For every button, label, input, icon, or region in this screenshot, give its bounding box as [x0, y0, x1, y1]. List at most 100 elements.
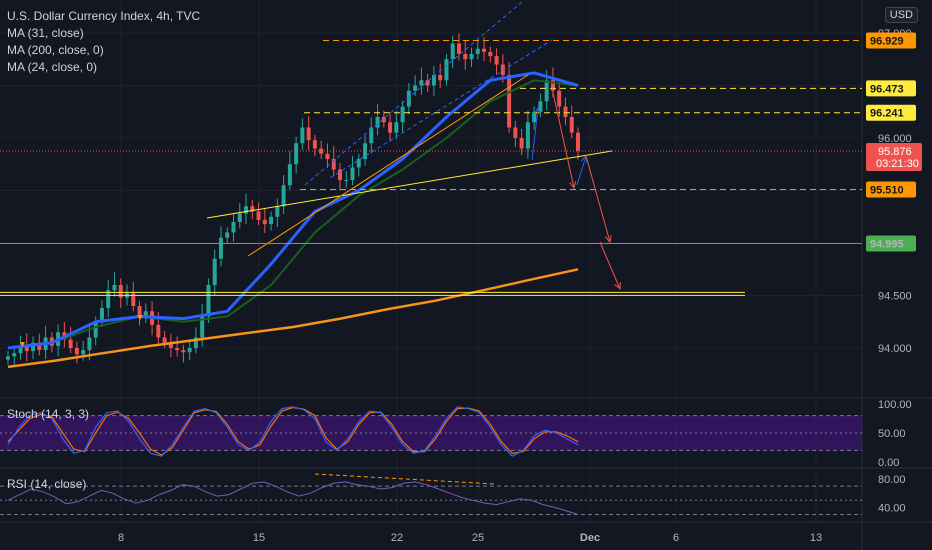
projection-arrow-head	[614, 281, 621, 291]
price-label-box	[866, 235, 916, 252]
stoch-tick-label: 0.00	[878, 457, 899, 469]
candle-body	[287, 164, 292, 186]
candle-body	[425, 80, 430, 86]
channel-lower	[329, 39, 553, 179]
candle-body	[400, 106, 405, 123]
candle-body	[12, 353, 17, 357]
price-label-box	[866, 32, 916, 49]
candle-body	[168, 342, 173, 348]
candle-body	[475, 48, 480, 54]
candle-body	[488, 51, 493, 57]
trendline-support	[206, 150, 613, 219]
channel-upper	[304, 1, 523, 186]
legend-ma31[interactable]: MA (31, close)	[7, 26, 84, 40]
stoch-tick-label: 50.00	[878, 428, 906, 440]
candle-body	[156, 324, 161, 338]
projection-arrow-head	[604, 235, 612, 244]
current-price-box	[866, 143, 922, 172]
candle-body	[550, 80, 555, 91]
candle-body	[74, 348, 79, 355]
candle-body	[413, 85, 418, 91]
candle-body	[419, 80, 424, 86]
time-tick-label: 22	[391, 532, 403, 544]
price-label: 96.241	[870, 108, 904, 120]
candle-body	[532, 111, 537, 123]
price-tick-label: 94.000	[878, 343, 912, 355]
rsi-line	[7, 481, 579, 515]
candle-body	[175, 348, 180, 351]
signal-marker	[20, 342, 25, 347]
candle-body	[24, 345, 29, 352]
currency-button[interactable]: USD	[884, 7, 918, 23]
rsi-label[interactable]: RSI (14, close)	[7, 477, 87, 491]
time-tick-label: 25	[472, 532, 484, 544]
candle-body	[507, 75, 512, 128]
candle-body	[337, 169, 342, 180]
price-label-box	[866, 181, 916, 198]
candle-body	[363, 143, 368, 159]
candle-body	[162, 337, 167, 343]
candle-body	[375, 117, 380, 128]
price-tick-label: 94.500	[878, 291, 912, 303]
candle-body	[312, 140, 317, 149]
countdown-label: 03:21:30	[876, 158, 919, 170]
rsi-divergence-line	[314, 473, 496, 485]
rsi-tick-label: 80.00	[878, 474, 906, 486]
candle-body	[350, 167, 355, 180]
candle-body	[456, 43, 461, 54]
ma31-line	[7, 71, 579, 350]
candle-body	[538, 101, 543, 112]
candle-body	[118, 285, 123, 298]
candle-body	[37, 342, 42, 351]
stoch-label[interactable]: Stoch (14, 3, 3)	[7, 407, 90, 421]
candle-body	[218, 237, 223, 259]
candle-body	[544, 80, 549, 102]
candle-body	[193, 337, 198, 348]
stoch-tick-label: 100.00	[878, 399, 912, 411]
candle-body	[143, 311, 148, 317]
candle-body	[438, 75, 443, 81]
candle-body	[181, 350, 186, 353]
candle-body	[244, 206, 249, 214]
candle-body	[513, 127, 518, 138]
time-tick-label: Dec	[580, 532, 600, 544]
candle-body	[569, 117, 574, 133]
candle-body	[500, 64, 505, 75]
candle-body	[519, 138, 524, 149]
candle-body	[325, 153, 330, 159]
candle-body	[344, 180, 349, 181]
candle-body	[331, 159, 336, 170]
candle-body	[269, 216, 274, 225]
candle-body	[18, 345, 23, 354]
ma24-line	[7, 79, 579, 349]
candle-body	[563, 106, 568, 117]
projection-arrow	[585, 155, 611, 243]
candle-body	[106, 290, 111, 309]
price-label: 96.473	[870, 83, 904, 95]
projection-arrow	[551, 87, 575, 189]
candle-body	[444, 59, 449, 81]
candle-body	[463, 54, 468, 60]
candle-body	[469, 54, 474, 60]
candle-body	[406, 90, 411, 107]
candle-body	[87, 337, 92, 351]
chart-legend: U.S. Dollar Currency Index, 4h, TVC MA (…	[7, 8, 200, 76]
legend-ma24[interactable]: MA (24, close, 0)	[7, 60, 98, 74]
candle-body	[450, 43, 455, 60]
candle-body	[6, 356, 10, 360]
trendline-rising	[247, 74, 529, 257]
legend-ma200[interactable]: MA (200, close, 0)	[7, 43, 104, 57]
candle-body	[93, 321, 98, 338]
candle-body	[81, 350, 86, 355]
candle-body	[225, 232, 230, 238]
price-tick-label: 96.000	[878, 133, 912, 145]
candle-body	[294, 143, 299, 165]
current-price-label: 95.876	[878, 146, 912, 158]
candle-body	[356, 159, 361, 168]
price-label: 96.929	[870, 35, 904, 47]
ma200-line	[7, 268, 579, 369]
projection-arrow	[576, 155, 587, 186]
candle-body	[206, 285, 211, 317]
time-tick-label: 8	[118, 532, 124, 544]
